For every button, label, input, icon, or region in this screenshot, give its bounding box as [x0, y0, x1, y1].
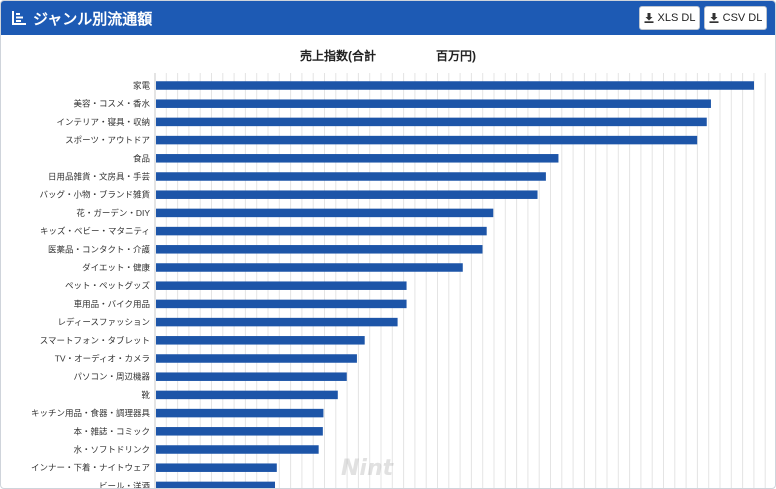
category-label: スポーツ・アウトドア — [65, 135, 150, 145]
bar[interactable] — [156, 135, 698, 145]
csv-download-button[interactable]: CSV DL — [704, 6, 767, 30]
category-label: キッズ・ベビー・マタニティ — [40, 226, 150, 236]
bar[interactable] — [156, 81, 754, 90]
bar[interactable] — [156, 481, 276, 488]
category-label: レディースファッション — [58, 317, 150, 327]
category-label: キッチン用品・食器・調理器具 — [31, 408, 151, 418]
category-label: ビール・洋酒 — [99, 481, 151, 488]
bar[interactable] — [156, 408, 324, 418]
category-label: 美容・コスメ・香水 — [73, 99, 150, 109]
bar[interactable] — [156, 390, 338, 400]
bar[interactable] — [156, 117, 707, 127]
panel-header: ジャンル別流通額 XLS DL CSV DL — [1, 1, 775, 35]
download-icon — [644, 13, 654, 23]
bar[interactable] — [156, 463, 277, 472]
bar[interactable] — [156, 445, 319, 454]
category-label: バッグ・小物・ブランド雑貨 — [39, 190, 150, 200]
bar[interactable] — [156, 317, 398, 327]
bar[interactable] — [156, 427, 323, 436]
bar[interactable] — [156, 226, 487, 236]
category-label: 食品 — [133, 153, 150, 163]
category-label: パソコン・周辺機器 — [73, 372, 150, 382]
bar-chart-icon — [12, 11, 26, 25]
xls-download-label: XLS DL — [657, 12, 696, 24]
category-label: 花・ガーデン・DIY — [76, 208, 150, 218]
category-label: TV・オーディオ・カメラ — [55, 354, 150, 364]
xls-download-button[interactable]: XLS DL — [639, 6, 700, 30]
category-label: 日用品雑貨・文房具・手芸 — [48, 172, 151, 182]
category-label: 車用品・バイク用品 — [74, 299, 150, 309]
category-label: 本・雑誌・コミック — [73, 426, 150, 436]
panel-title: ジャンル別流通額 — [33, 10, 153, 28]
category-label: スマートフォン・タブレット — [40, 335, 150, 345]
bar[interactable] — [156, 354, 357, 363]
category-label: 医薬品・コンタクト・介護 — [48, 244, 151, 254]
bar[interactable] — [156, 299, 407, 309]
category-label: ダイエット・健康 — [82, 263, 150, 273]
bar[interactable] — [156, 372, 347, 381]
bar[interactable] — [156, 336, 365, 345]
bar[interactable] — [156, 99, 711, 108]
bar[interactable] — [156, 172, 546, 181]
bar[interactable] — [156, 263, 463, 272]
category-label: インテリア・寝具・収納 — [56, 117, 150, 127]
bar[interactable] — [156, 154, 559, 163]
category-label: 水・ソフトドリンク — [73, 445, 150, 455]
bar[interactable] — [156, 245, 483, 254]
category-label: インナー・下着・ナイトウェア — [31, 463, 150, 473]
bar[interactable] — [156, 281, 407, 290]
bar[interactable] — [156, 190, 538, 199]
category-label: 靴 — [141, 390, 150, 400]
category-label: 家電 — [133, 81, 151, 91]
bar[interactable] — [156, 208, 494, 218]
download-icon — [709, 13, 719, 23]
watermark-logo: Nint — [341, 456, 394, 481]
csv-download-label: CSV DL — [722, 12, 763, 24]
category-label: ペット・ペットグッズ — [65, 281, 151, 291]
chart-title: 売上指数(合計 百万円) — [300, 49, 476, 63]
